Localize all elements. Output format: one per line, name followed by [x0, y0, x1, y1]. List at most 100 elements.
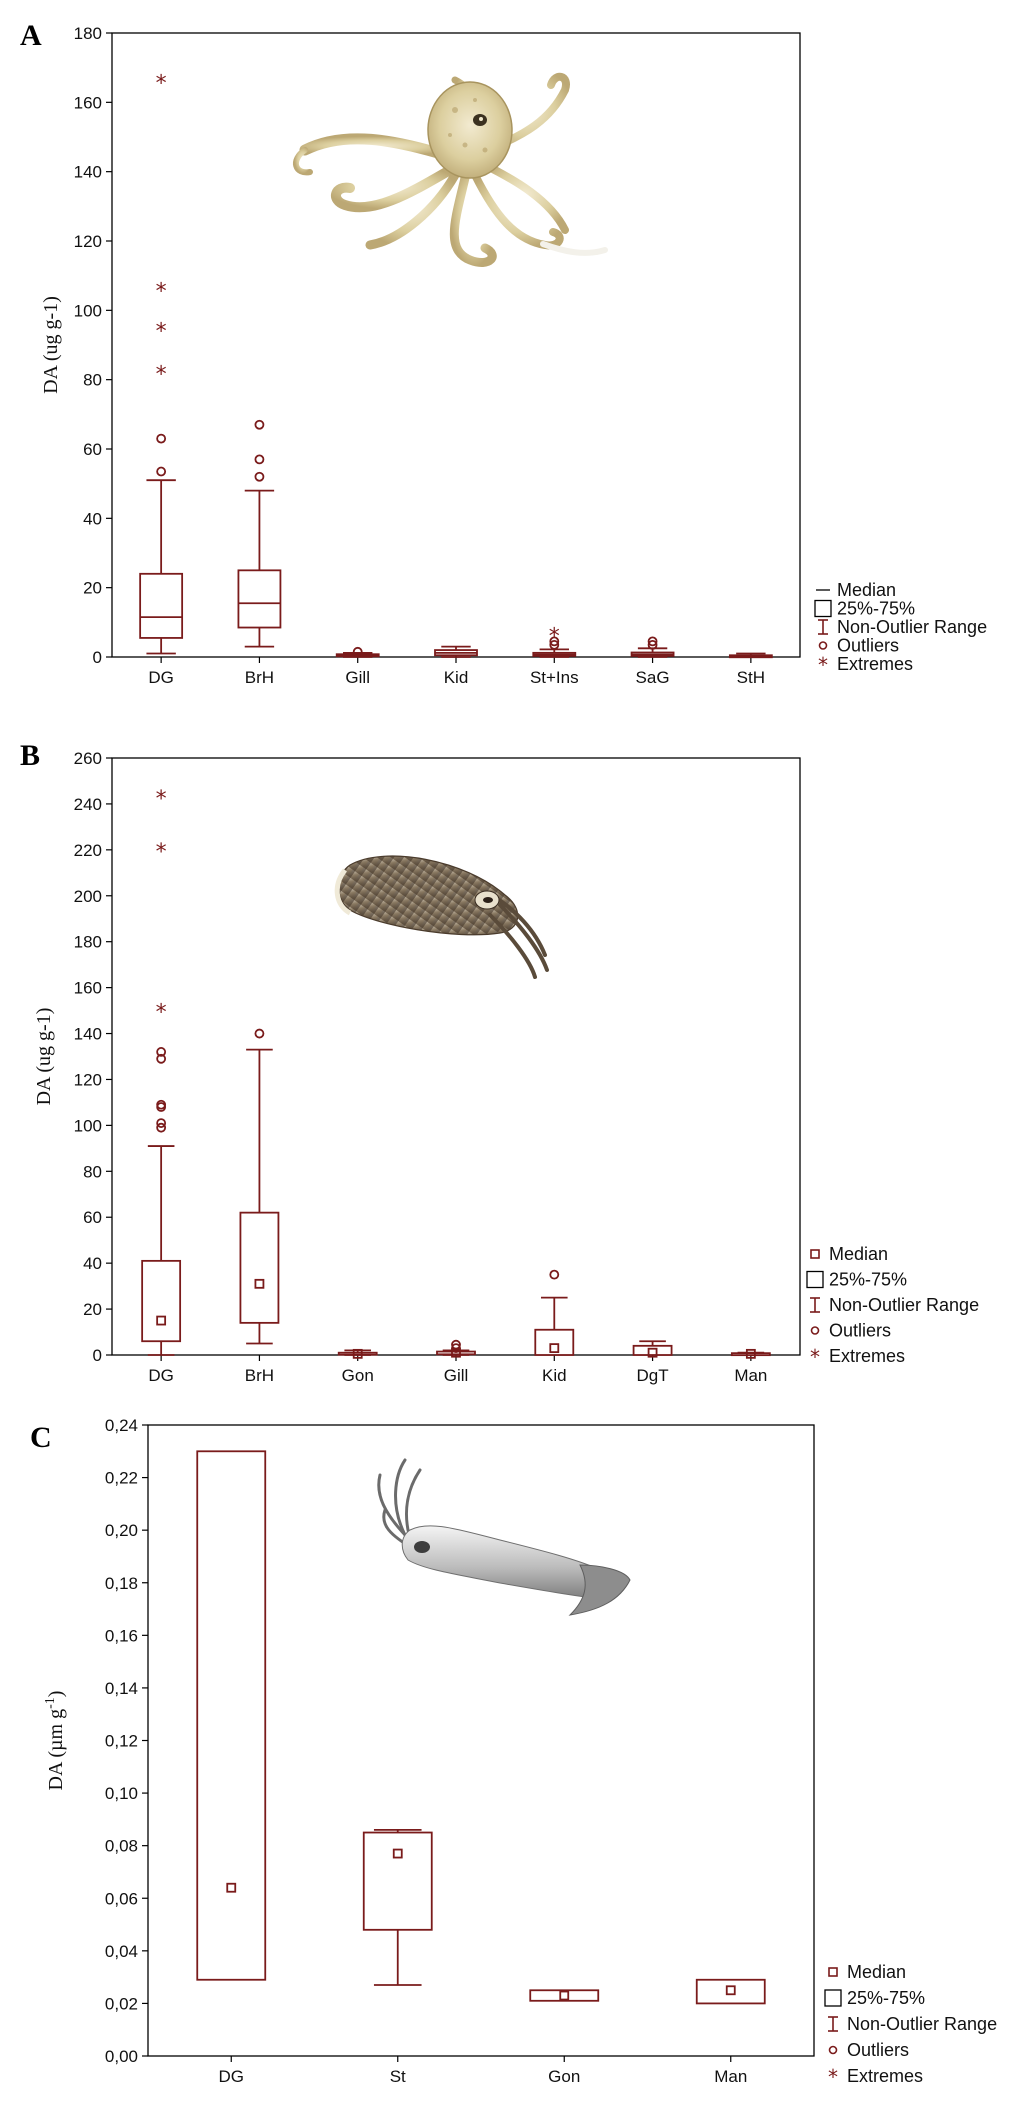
y-tick-label: 0,12	[105, 1732, 138, 1751]
x-tick-label: Gon	[548, 2067, 580, 2086]
y-tick-label: 180	[74, 24, 102, 43]
x-tick-label: StH	[737, 668, 765, 687]
median-marker	[549, 1343, 560, 1354]
iqr-box	[362, 1831, 433, 1931]
x-tick-label: St	[390, 2067, 406, 2086]
extreme-point: *	[156, 1001, 167, 1026]
extreme-point: *	[156, 280, 167, 305]
legend-label: Outliers	[829, 1321, 891, 1341]
outlier-point	[647, 636, 658, 647]
y-axis-label: DA (ug g-1)	[33, 1008, 55, 1106]
outlier-point	[254, 1028, 265, 1039]
y-tick-label: 180	[74, 933, 102, 952]
legend-label: Non-Outlier Range	[847, 2014, 997, 2034]
extreme-point: *	[156, 363, 167, 388]
outlier-point	[254, 454, 265, 465]
box-kid	[534, 1269, 575, 1356]
y-tick-label: 0,00	[105, 2047, 138, 2066]
y-tick-label: 60	[83, 440, 102, 459]
box-gon	[529, 1989, 600, 2002]
y-tick-label: 0,02	[105, 1994, 138, 2013]
x-tick-label: Kid	[444, 668, 469, 687]
box-brh	[239, 1028, 280, 1345]
y-tick-label: 160	[74, 93, 102, 112]
x-tick-label: SaG	[636, 668, 670, 687]
outlier-point	[156, 466, 167, 477]
y-axis-label-part: )	[45, 1691, 67, 1698]
y-tick-label: 20	[83, 1300, 102, 1319]
box-sag	[630, 636, 675, 658]
y-tick-label: 0,22	[105, 1469, 138, 1488]
y-axis-label: DA (ug g-1)	[40, 296, 62, 394]
outlier-point	[549, 639, 560, 650]
outlier-point	[156, 1099, 167, 1110]
y-tick-label: 80	[83, 1162, 102, 1181]
iqr-box	[695, 1978, 766, 2005]
iqr-box	[730, 1352, 771, 1357]
legend-label: Median	[837, 580, 896, 600]
y-tick-label: 0,16	[105, 1626, 138, 1645]
y-tick-label: 120	[74, 1070, 102, 1089]
x-tick-label: BrH	[245, 668, 274, 687]
x-tick-label: Man	[734, 1366, 767, 1385]
x-tick-label: Man	[714, 2067, 747, 2086]
x-tick-label: DG	[219, 2067, 245, 2086]
x-tick-label: Gill	[345, 668, 370, 687]
y-tick-label: 20	[83, 579, 102, 598]
legend-label: Outliers	[837, 636, 899, 656]
panel-letter: B	[20, 739, 40, 772]
extreme-point: *	[549, 624, 560, 649]
x-tick-label: DG	[148, 1366, 174, 1385]
box-gon	[337, 1348, 378, 1359]
panel-letter: C	[30, 1421, 52, 1454]
y-tick-label: 100	[74, 301, 102, 320]
legend-extreme-symbol: *	[828, 2065, 838, 2089]
extreme-point: *	[156, 787, 167, 812]
y-tick-label: 60	[83, 1208, 102, 1227]
legend-label: 25%-75%	[829, 1270, 907, 1290]
box-brh	[237, 419, 282, 648]
box-dg: * * *	[141, 787, 182, 1356]
legend-box-symbol	[814, 599, 832, 618]
x-tick-label: Kid	[542, 1366, 567, 1385]
legend-label: Extremes	[847, 2066, 923, 2086]
y-tick-label: 0	[93, 1346, 102, 1365]
box-dg	[196, 1450, 267, 1981]
y-tick-label: 100	[74, 1116, 102, 1135]
y-tick-label: 220	[74, 841, 102, 860]
iqr-box	[529, 1989, 600, 2002]
legend-median-symbol	[810, 1249, 820, 1259]
iqr-box	[239, 1211, 280, 1324]
legend-label: 25%-75%	[847, 1988, 925, 2008]
legend-label: Median	[829, 1244, 888, 1264]
median-marker	[745, 1348, 756, 1359]
cuttlefish-illustration	[334, 855, 549, 979]
box-st-ins: *	[532, 624, 577, 658]
outlier-point	[156, 1053, 167, 1064]
y-tick-label: 40	[83, 509, 102, 528]
legend-label: Non-Outlier Range	[837, 617, 987, 637]
extreme-point: *	[156, 840, 167, 865]
y-tick-label: 200	[74, 887, 102, 906]
y-tick-label: 160	[74, 979, 102, 998]
legend-box-symbol	[824, 1989, 842, 2007]
box-st	[362, 1828, 433, 1986]
legend-label: Extremes	[829, 1346, 905, 1366]
box-dg: * * * *	[139, 72, 184, 655]
octopus-illustration	[293, 72, 608, 267]
outlier-point	[352, 646, 363, 657]
y-tick-label: 0,08	[105, 1837, 138, 1856]
legend-outlier-symbol	[828, 2045, 838, 2055]
box-kid	[434, 645, 478, 658]
y-tick-label: 140	[74, 163, 102, 182]
y-axis-label-sup: -1	[43, 1697, 58, 1709]
legend-label: Non-Outlier Range	[829, 1295, 979, 1315]
y-tick-label: 80	[83, 371, 102, 390]
y-tick-label: 0,04	[105, 1942, 138, 1961]
iqr-box	[196, 1450, 267, 1981]
legend-box-symbol	[806, 1270, 824, 1289]
outlier-point	[451, 1343, 461, 1354]
